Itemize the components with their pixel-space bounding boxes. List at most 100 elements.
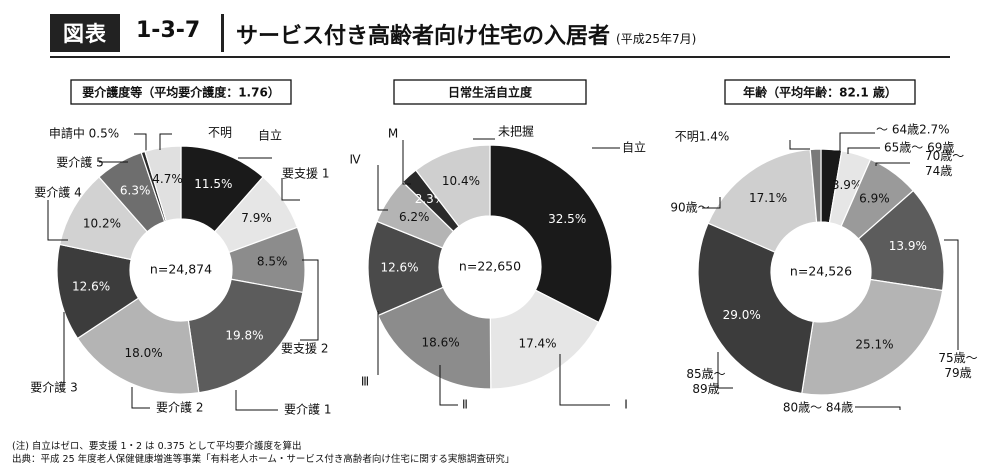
slice-value-label: 25.1% bbox=[855, 338, 893, 352]
donut-slice bbox=[801, 278, 944, 396]
slice-category-label: 要介護 4 bbox=[34, 185, 81, 200]
donut-slice bbox=[187, 278, 304, 394]
slice-category-label-line: 75歳～ bbox=[938, 351, 977, 365]
slice-category-label-line: 85歳～ bbox=[686, 367, 725, 381]
figure-title: サービス付き高齢者向け住宅の入居者 (平成25年7月) bbox=[236, 18, 696, 50]
leader-line bbox=[855, 406, 901, 410]
chart-title: 要介護度等（平均要介護度：1.76） bbox=[82, 85, 280, 100]
slice-value-label: 32.5% bbox=[548, 212, 586, 226]
slice-category-label: 80歳～ 84歳 bbox=[783, 401, 853, 415]
slice-value-label: 8.5% bbox=[257, 255, 288, 269]
slice-value-label: 17.1% bbox=[749, 191, 787, 205]
donut-slice bbox=[76, 297, 200, 395]
footnote-source: 出典：平成 25 年度老人保健健康増進等事業「有料老人ホーム・サービス付き高齢者… bbox=[12, 454, 515, 465]
slice-category-label: ～ 64歳2.7% bbox=[876, 123, 950, 137]
footnote-note: (注) 自立はゼロ、要支援 1・2 は 0.375 として平均要介護度を算出 bbox=[12, 441, 302, 452]
slice-category-label-line: 74歳 bbox=[925, 164, 952, 178]
slice-category-label: 申請中 0.5% bbox=[49, 126, 119, 141]
slice-value-label: 18.6% bbox=[421, 335, 459, 349]
slice-category-label-line: 89歳 bbox=[692, 382, 719, 396]
chart-title-box bbox=[724, 79, 916, 105]
slice-value-label: 6.3% bbox=[120, 183, 151, 197]
slice-value-label: 17.4% bbox=[518, 337, 556, 351]
slice-value-label: 13.9% bbox=[889, 239, 927, 253]
leader-line bbox=[131, 387, 150, 409]
leader-line bbox=[377, 165, 388, 211]
chart-title-box bbox=[70, 79, 292, 105]
slice-value-label: 19.8% bbox=[225, 328, 263, 342]
leader-line bbox=[47, 200, 68, 241]
leader-line bbox=[702, 197, 721, 209]
slice-category-label-line: 79歳 bbox=[944, 366, 971, 380]
slice-category-label: Ⅱ bbox=[462, 398, 468, 412]
header-rule bbox=[50, 56, 950, 58]
slice-category-label: Ⅲ bbox=[361, 375, 369, 389]
slice-value-label: 10.2% bbox=[83, 216, 121, 230]
donut-slice bbox=[707, 148, 818, 253]
center-n-label: n=22,650 bbox=[459, 259, 521, 274]
leader-line bbox=[717, 352, 733, 389]
leader-line bbox=[439, 365, 458, 406]
donut-slice bbox=[377, 286, 492, 390]
leader-line bbox=[789, 140, 810, 150]
donut-slice bbox=[489, 289, 600, 390]
slice-category-label: 不明 bbox=[208, 126, 232, 140]
slice-category-label: 65歳～ 69歳 bbox=[884, 141, 954, 155]
slice-value-label: 18.0% bbox=[125, 346, 163, 360]
slice-value-label: 12.6% bbox=[72, 280, 110, 294]
leader-line bbox=[300, 259, 319, 341]
slice-category-label: 要介護 5 bbox=[56, 155, 103, 170]
leader-line bbox=[875, 162, 910, 166]
chart-title: 日常生活自立度 bbox=[448, 85, 533, 100]
leader-line bbox=[159, 133, 172, 150]
slice-value-label: 6.9% bbox=[859, 191, 890, 205]
slice-category-label: 不明1.4% bbox=[675, 130, 730, 144]
slice-category-label: 要介護 2 bbox=[156, 400, 203, 415]
leader-line bbox=[281, 178, 300, 201]
slice-category-label: 要支援 2 bbox=[281, 342, 328, 356]
leader-line bbox=[134, 133, 147, 152]
slice-category-label: 75歳～ 79歳 bbox=[938, 351, 977, 380]
donut-slice bbox=[489, 144, 613, 324]
slice-value-label: 7.9% bbox=[241, 211, 272, 225]
figure-title-text: サービス付き高齢者向け住宅の入居者 bbox=[236, 24, 611, 49]
leader-line bbox=[402, 140, 411, 185]
slice-value-label: 29.0% bbox=[723, 308, 761, 322]
center-n-label: n=24,874 bbox=[150, 262, 212, 277]
slice-value-label: 6.2% bbox=[399, 210, 430, 224]
slice-category-label: 自立 bbox=[622, 140, 646, 155]
leader-line bbox=[944, 239, 959, 350]
slice-category-label: 要支援 1 bbox=[282, 167, 329, 181]
slice-category-label: 85歳～ 89歳 bbox=[686, 367, 725, 396]
footnotes: (注) 自立はゼロ、要支援 1・2 は 0.375 として平均要介護度を算出 出… bbox=[12, 440, 514, 466]
slice-category-label-line: 70歳～ bbox=[925, 149, 964, 163]
slice-category-label: Ⅰ bbox=[624, 398, 628, 412]
slice-category-label: Ⅳ bbox=[349, 153, 360, 167]
donut-slice bbox=[697, 222, 814, 395]
center-n-label: n=24,526 bbox=[790, 264, 852, 279]
donut-slice bbox=[144, 145, 182, 222]
leader-line bbox=[847, 147, 880, 154]
slice-value-label: 12.6% bbox=[380, 261, 418, 275]
figure-header: 図表 1-3-7 サービス付き高齢者向け住宅の入居者 (平成25年7月) bbox=[0, 0, 1000, 70]
slice-value-label: 10.4% bbox=[442, 174, 480, 188]
figure-subtitle: (平成25年7月) bbox=[616, 32, 697, 46]
slice-value-label: 4.7% bbox=[152, 172, 183, 186]
slice-category-label: 90歳～ bbox=[670, 201, 709, 215]
chart-title-box bbox=[393, 79, 587, 105]
slice-category-label: 要介護 3 bbox=[30, 380, 77, 395]
slice-category-label: 要介護 1 bbox=[284, 402, 331, 417]
leader-line bbox=[235, 390, 278, 411]
slice-category-label: M bbox=[388, 127, 398, 141]
header-divider bbox=[221, 14, 224, 52]
donut-slice bbox=[414, 144, 491, 228]
slice-value-label: 11.5% bbox=[194, 177, 232, 191]
slice-category-label: 未把握 bbox=[498, 124, 534, 139]
leader-line bbox=[559, 354, 610, 406]
figure-tag: 図表 bbox=[50, 14, 120, 52]
figure-number: 1-3-7 bbox=[136, 18, 201, 43]
slice-value-label: 3.9% bbox=[832, 178, 863, 192]
slice-category-label: 70歳～ 74歳 bbox=[925, 149, 964, 178]
leader-line bbox=[834, 132, 875, 152]
